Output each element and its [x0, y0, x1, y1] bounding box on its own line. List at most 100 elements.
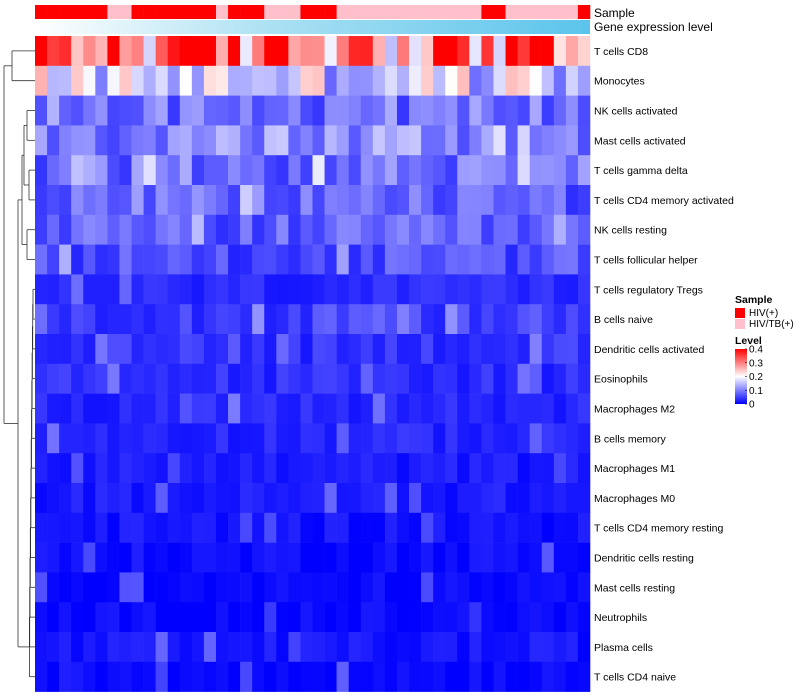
heatmap-cell — [457, 483, 470, 514]
heatmap-cell — [143, 632, 156, 663]
heatmap-cell — [119, 483, 132, 514]
heatmap-cell — [384, 214, 398, 245]
sample-annotation-cell — [517, 5, 530, 19]
heatmap-cell — [83, 95, 96, 126]
heatmap-cell — [228, 95, 241, 126]
heatmap-cell — [252, 572, 265, 603]
heatmap-cell — [372, 155, 386, 186]
heatmap-cell — [203, 572, 217, 603]
heatmap-cell — [59, 185, 72, 216]
legend-level-title: Level — [735, 335, 762, 347]
heatmap-cell — [577, 572, 591, 603]
heatmap-cell — [481, 125, 494, 156]
heatmap-cell — [276, 453, 289, 484]
heatmap-cell — [300, 244, 313, 275]
heatmap-cell — [179, 334, 193, 365]
heatmap-cell — [215, 36, 229, 67]
heatmap-cell — [517, 572, 530, 603]
heatmap-cell — [469, 214, 482, 245]
heatmap-cell — [47, 65, 60, 96]
heatmap-cell — [155, 155, 169, 186]
heatmap-cell — [553, 572, 567, 603]
heatmap-cell — [577, 65, 591, 96]
heatmap-cell — [240, 542, 253, 573]
heatmap-cell — [541, 214, 555, 245]
heatmap-cell — [143, 95, 156, 126]
heatmap-cell — [493, 632, 506, 663]
sample-annotation-cell — [71, 5, 84, 19]
heatmap-cell — [288, 65, 301, 96]
heatmap-cell — [288, 244, 301, 275]
heatmap-cell — [577, 453, 591, 484]
heatmap-cell — [348, 65, 362, 96]
heatmap-cell — [131, 661, 144, 692]
heatmap-cell — [71, 512, 84, 543]
heatmap-cell — [119, 542, 132, 573]
row-label-eosinophils: Eosinophils — [594, 374, 648, 386]
heatmap-cell — [445, 274, 458, 305]
heatmap-cell — [360, 95, 374, 126]
heatmap-cell — [300, 155, 313, 186]
heatmap-cell — [83, 65, 96, 96]
heatmap-cell — [469, 95, 482, 126]
heatmap-cell — [505, 36, 518, 67]
heatmap-cell — [155, 542, 169, 573]
heatmap-cell — [119, 95, 132, 126]
heatmap-cell — [445, 304, 458, 335]
heatmap-cell — [324, 483, 337, 514]
heatmap-cell — [421, 393, 434, 424]
heatmap-cell — [565, 36, 579, 67]
heatmap-cell — [240, 572, 253, 603]
heatmap-cell — [529, 661, 543, 692]
heatmap-cell — [203, 602, 217, 633]
heatmap-cell — [215, 423, 229, 454]
sample-annotation-cell — [215, 5, 229, 19]
heatmap-cell — [179, 36, 193, 67]
heatmap-cell — [505, 185, 518, 216]
heatmap-cell — [445, 155, 458, 186]
heatmap-cell — [155, 453, 169, 484]
heatmap-cell — [324, 393, 337, 424]
heatmap-cell — [35, 95, 48, 126]
heatmap-cell — [71, 304, 84, 335]
heatmap-cell — [47, 334, 60, 365]
heatmap-cell — [215, 661, 229, 692]
heatmap-cell — [264, 512, 277, 543]
heatmap-cell — [252, 244, 265, 275]
heatmap-cell — [372, 483, 386, 514]
heatmap-cell — [529, 542, 543, 573]
heatmap-cell — [421, 334, 434, 365]
heatmap-cell — [228, 304, 241, 335]
heatmap-cell — [35, 244, 48, 275]
heatmap-cell — [167, 453, 181, 484]
sample-annotation-cell — [203, 5, 217, 19]
heatmap-cell — [384, 542, 398, 573]
heatmap-cell — [565, 95, 579, 126]
heatmap-cell — [493, 334, 506, 365]
heatmap-cell — [360, 572, 374, 603]
heatmap-cell — [360, 632, 374, 663]
heatmap-cell — [203, 334, 217, 365]
heatmap-cell — [83, 423, 96, 454]
heatmap-cell — [565, 65, 579, 96]
heatmap-cell — [577, 632, 591, 663]
heatmap-cell — [565, 602, 579, 633]
heatmap-cell — [541, 602, 555, 633]
heatmap-cell — [384, 572, 398, 603]
heatmap-cell — [179, 423, 193, 454]
heatmap-cell — [228, 214, 241, 245]
heatmap-cell — [155, 304, 169, 335]
heatmap-cell — [481, 602, 494, 633]
heatmap-cell — [35, 393, 48, 424]
heatmap-cell — [131, 602, 144, 633]
heatmap-cell — [360, 334, 374, 365]
heatmap-cell — [300, 423, 313, 454]
heatmap-cell — [348, 274, 362, 305]
sample-annotation-cell — [276, 5, 289, 19]
heatmap-cell — [288, 95, 301, 126]
heatmap-cell — [47, 542, 60, 573]
heatmap-cell — [336, 95, 349, 126]
heatmap-cell — [469, 155, 482, 186]
heatmap-cell — [421, 244, 434, 275]
heatmap-cell — [131, 453, 144, 484]
